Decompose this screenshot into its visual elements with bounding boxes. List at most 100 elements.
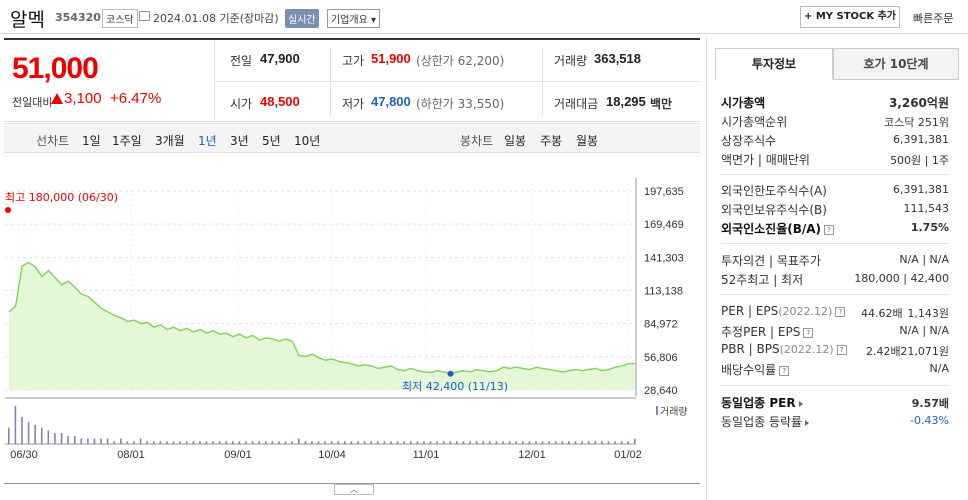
- price-summary: 51,000 전일대비 3,100 +6.47% 전일 47,900 고가 51…: [4, 38, 700, 122]
- info-tabs: 투자정보 호가 10단계: [715, 48, 959, 80]
- volume-bar: [508, 441, 511, 444]
- y-tick-label: 28,640: [644, 385, 678, 397]
- volume-bar: [93, 438, 96, 444]
- volume-bar: [278, 441, 280, 444]
- shares-value: 6,391,381: [893, 133, 949, 146]
- period-10y[interactable]: 10년: [294, 134, 321, 148]
- volume-bar: [146, 441, 148, 444]
- shares-label: 상장주식수: [721, 134, 777, 148]
- volume-bar: [403, 441, 405, 444]
- volume-legend-label: 거래량: [660, 406, 688, 418]
- chevron-up-icon[interactable]: ︿: [334, 484, 374, 495]
- price-area-fill: [9, 262, 635, 390]
- company-overview-dropdown[interactable]: 기업개요 ▾: [327, 9, 381, 28]
- volume-bar: [627, 441, 630, 444]
- help-icon[interactable]: ?: [779, 365, 790, 376]
- volume-bar: [324, 441, 326, 444]
- tab-investment-info[interactable]: 투자정보: [715, 48, 833, 80]
- volume-bar: [179, 441, 181, 444]
- high-marker: [5, 207, 11, 213]
- volume-bar: [80, 438, 83, 444]
- cap-rank-label: 시가총액순위: [721, 115, 788, 129]
- period-1y[interactable]: 1년: [198, 134, 217, 148]
- realtime-badge[interactable]: 실시간: [285, 9, 319, 28]
- volume-bar: [212, 441, 214, 444]
- chevron-down-icon: ▾: [371, 15, 377, 26]
- period-1w[interactable]: 1주일: [112, 134, 142, 148]
- help-icon[interactable]: ?: [824, 224, 835, 235]
- volume-bar: [587, 441, 590, 444]
- candle-monthly[interactable]: 월봉: [576, 134, 599, 148]
- tab-order-book[interactable]: 호가 10단계: [833, 48, 959, 80]
- y-tick-label: 113,138: [644, 286, 683, 298]
- x-tick-label: 12/01: [518, 449, 546, 461]
- period-5y[interactable]: 5년: [262, 134, 281, 148]
- change-label: 전일대비: [12, 96, 53, 109]
- volume-bar: [87, 438, 89, 444]
- upper-limit: (상한가 62,200): [416, 54, 505, 68]
- amount-unit: 백만: [650, 97, 673, 111]
- candle-weekly[interactable]: 주봉: [540, 134, 563, 148]
- quick-order-link[interactable]: 빠른주문: [913, 12, 954, 25]
- industry-per-label[interactable]: 동일업종 PER: [721, 396, 796, 410]
- price-chart: 197,635 169,469 141,303 113,138 84,972 56,806…: [5, 178, 688, 461]
- volume-bar: [54, 433, 56, 444]
- volume-bar: [482, 441, 485, 444]
- volume-bar: [304, 441, 307, 444]
- period-3y[interactable]: 3년: [230, 134, 249, 148]
- volume-bar: [47, 430, 50, 444]
- volume-bar: [60, 433, 63, 444]
- amount-label: 거래대금: [554, 97, 599, 111]
- calendar-icon: [139, 11, 150, 21]
- volume-bar: [218, 441, 221, 444]
- y-tick-label: 169,469: [644, 219, 684, 231]
- volume-bar: [377, 441, 379, 444]
- lower-limit: (하한가 33,550): [416, 97, 505, 111]
- volume-bar: [574, 441, 577, 444]
- help-icon[interactable]: ?: [836, 344, 847, 355]
- volume-bar: [607, 441, 610, 444]
- w52-row: 52주최고 | 최저 180,000 | 42,400: [721, 271, 949, 289]
- per-row: PER | EPS(2022.12)? 44.62배 1,143원: [721, 304, 949, 322]
- volume-bar: [232, 441, 234, 444]
- candle-chart-label: 봉차트: [460, 134, 494, 148]
- help-icon[interactable]: ?: [835, 306, 846, 317]
- foreign-hold-label: 외국인보유주식수(B): [721, 203, 827, 217]
- volume-bar: [396, 441, 399, 444]
- volume-bar: [139, 438, 142, 444]
- foreign-ratio-label: 외국인소진율(B/A): [721, 222, 822, 236]
- open-value: 48,500: [260, 94, 300, 109]
- x-tick-label: 10/04: [318, 449, 346, 461]
- help-icon[interactable]: ?: [803, 327, 814, 338]
- low-label: 저가: [342, 97, 365, 111]
- foreign-limit-row: 외국인한도주식수(A) 6,391,381: [721, 182, 949, 200]
- market-cap-label: 시가총액: [721, 96, 766, 110]
- volume-bar: [27, 422, 30, 444]
- pbr-row: PBR | BPS(2022.12)? 2.42배 21,071원: [721, 342, 949, 360]
- volume-bar: [297, 438, 300, 444]
- industry-rate-label[interactable]: 동일업종 등락률: [721, 415, 803, 429]
- my-stock-add-button[interactable]: + MY STOCK 추가: [800, 6, 900, 28]
- face-value-row: 액면가 | 매매단위 500원 | 1주: [721, 151, 949, 169]
- period-3m[interactable]: 3개월: [155, 134, 185, 148]
- basis-date: 2024.01.08 기준(장마감): [153, 12, 279, 25]
- volume-bar: [515, 441, 517, 444]
- volume-bar: [528, 441, 531, 444]
- volume-value: 363,518: [594, 51, 641, 66]
- chevron-right-icon: [798, 400, 803, 407]
- volume-bar: [370, 441, 373, 444]
- volume-bar: [291, 441, 293, 444]
- price-line: [8, 261, 635, 375]
- foreign-limit-value: 6,391,381: [893, 183, 949, 196]
- period-1d[interactable]: 1일: [82, 134, 101, 148]
- y-tick-label: 56,806: [644, 352, 678, 364]
- x-tick-label: 08/01: [117, 449, 145, 461]
- industry-per-row: 동일업종 PER 9.57배: [721, 394, 949, 412]
- per-value: 44.62배: [861, 307, 903, 320]
- volume-bar: [634, 438, 636, 444]
- volume-bar: [152, 441, 155, 444]
- candle-daily[interactable]: 일봉: [504, 134, 527, 148]
- y-tick-label: 141,303: [644, 252, 684, 264]
- change-percent: +6.47%: [110, 90, 162, 107]
- cap-rank-row: 시가총액순위 코스닥 251위: [721, 113, 949, 131]
